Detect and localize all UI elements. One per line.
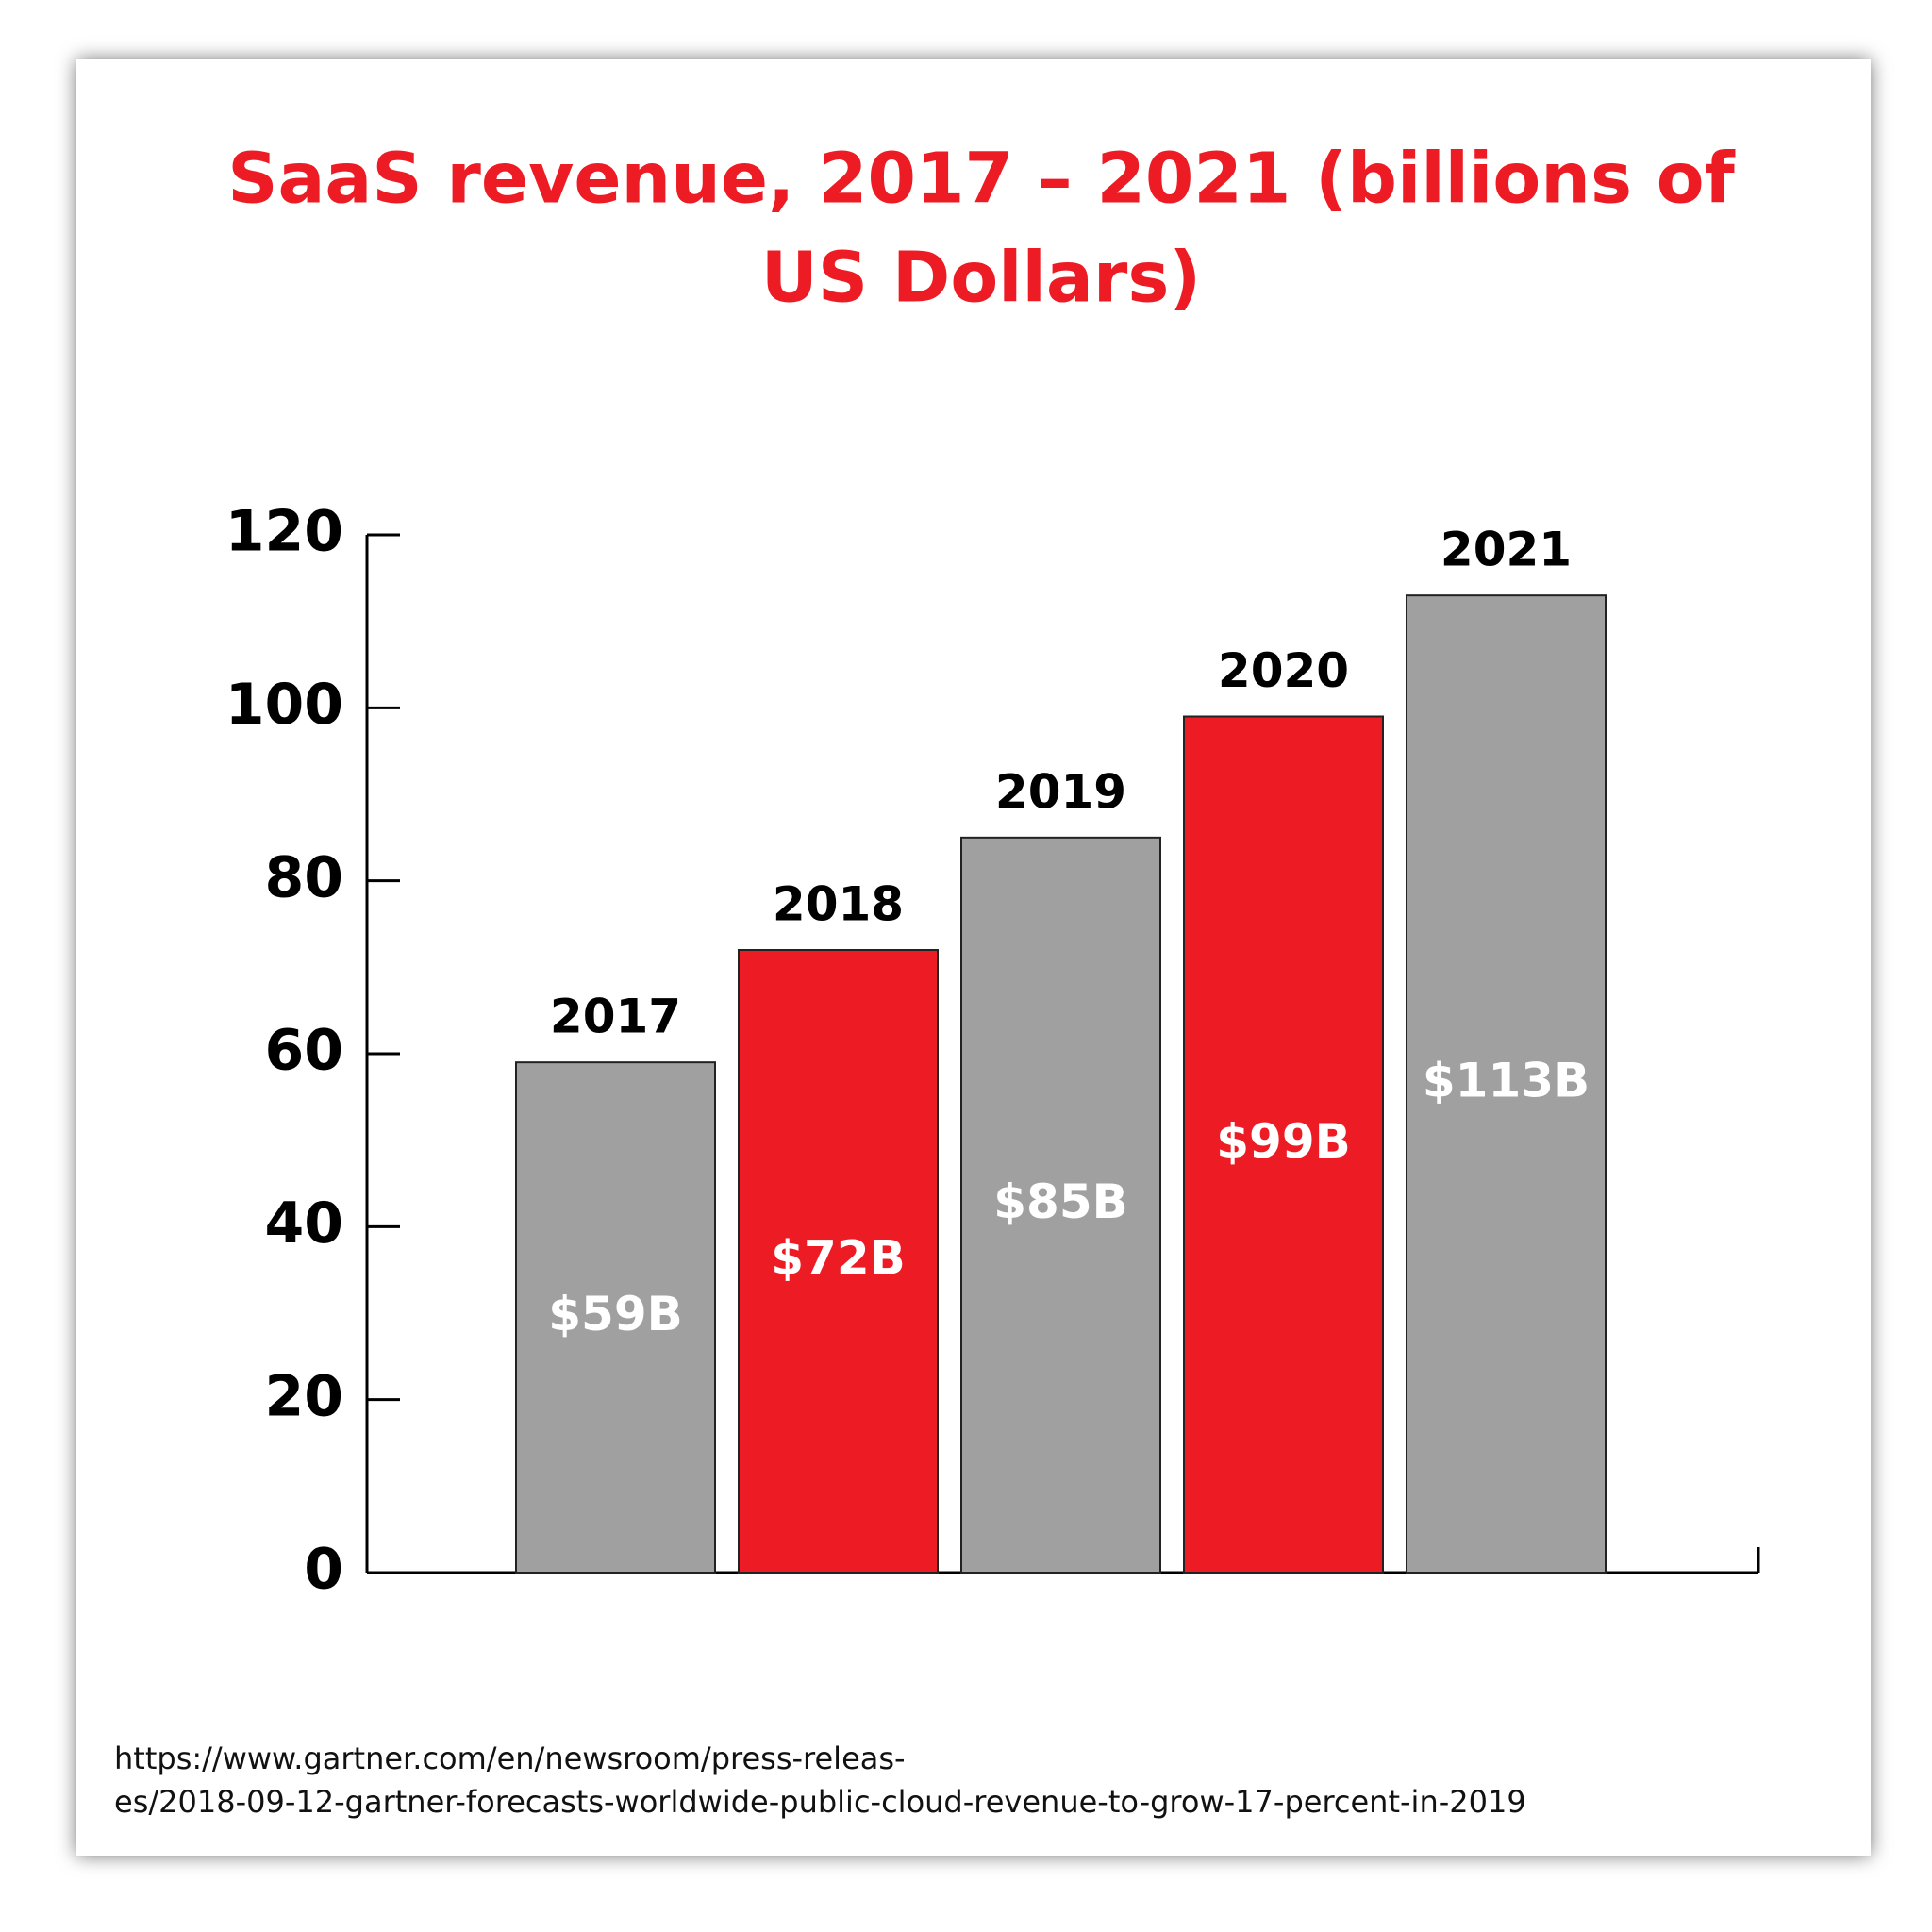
y-tick-label: 0 <box>304 1537 343 1603</box>
x-tick-label: 2019 <box>995 764 1126 819</box>
x-tick-label: 2020 <box>1218 643 1349 698</box>
value-label: $113B <box>1423 1054 1590 1108</box>
bar <box>738 949 939 1574</box>
source: https://www.gartner.com/en/newsroom/pres… <box>114 1740 906 1776</box>
value-label: $72B <box>771 1231 905 1286</box>
bar <box>1183 715 1384 1574</box>
x-tick-label: 2018 <box>773 877 904 932</box>
x-tick-label: 2021 <box>1441 523 1572 577</box>
value-label: $85B <box>993 1174 1127 1229</box>
y-tick-label: 20 <box>265 1363 344 1429</box>
y-tick-label: 100 <box>225 672 343 738</box>
bar <box>1406 594 1607 1574</box>
bar <box>515 1061 716 1574</box>
y-tick-label: 120 <box>225 499 343 565</box>
value-label: $59B <box>548 1287 682 1341</box>
source: es/2018-09-12-gartner-forecasts-worldwid… <box>114 1784 1526 1820</box>
bar <box>960 836 1161 1574</box>
y-tick-label: 80 <box>265 844 344 910</box>
x-tick-label: 2017 <box>550 990 681 1044</box>
chart-title: US Dollars) <box>761 238 1201 319</box>
y-tick-label: 60 <box>265 1018 344 1084</box>
value-label: $99B <box>1216 1114 1350 1169</box>
y-tick-label: 40 <box>265 1191 344 1257</box>
chart-title: SaaS revenue, 2017 – 2021 (billions of <box>227 139 1735 220</box>
